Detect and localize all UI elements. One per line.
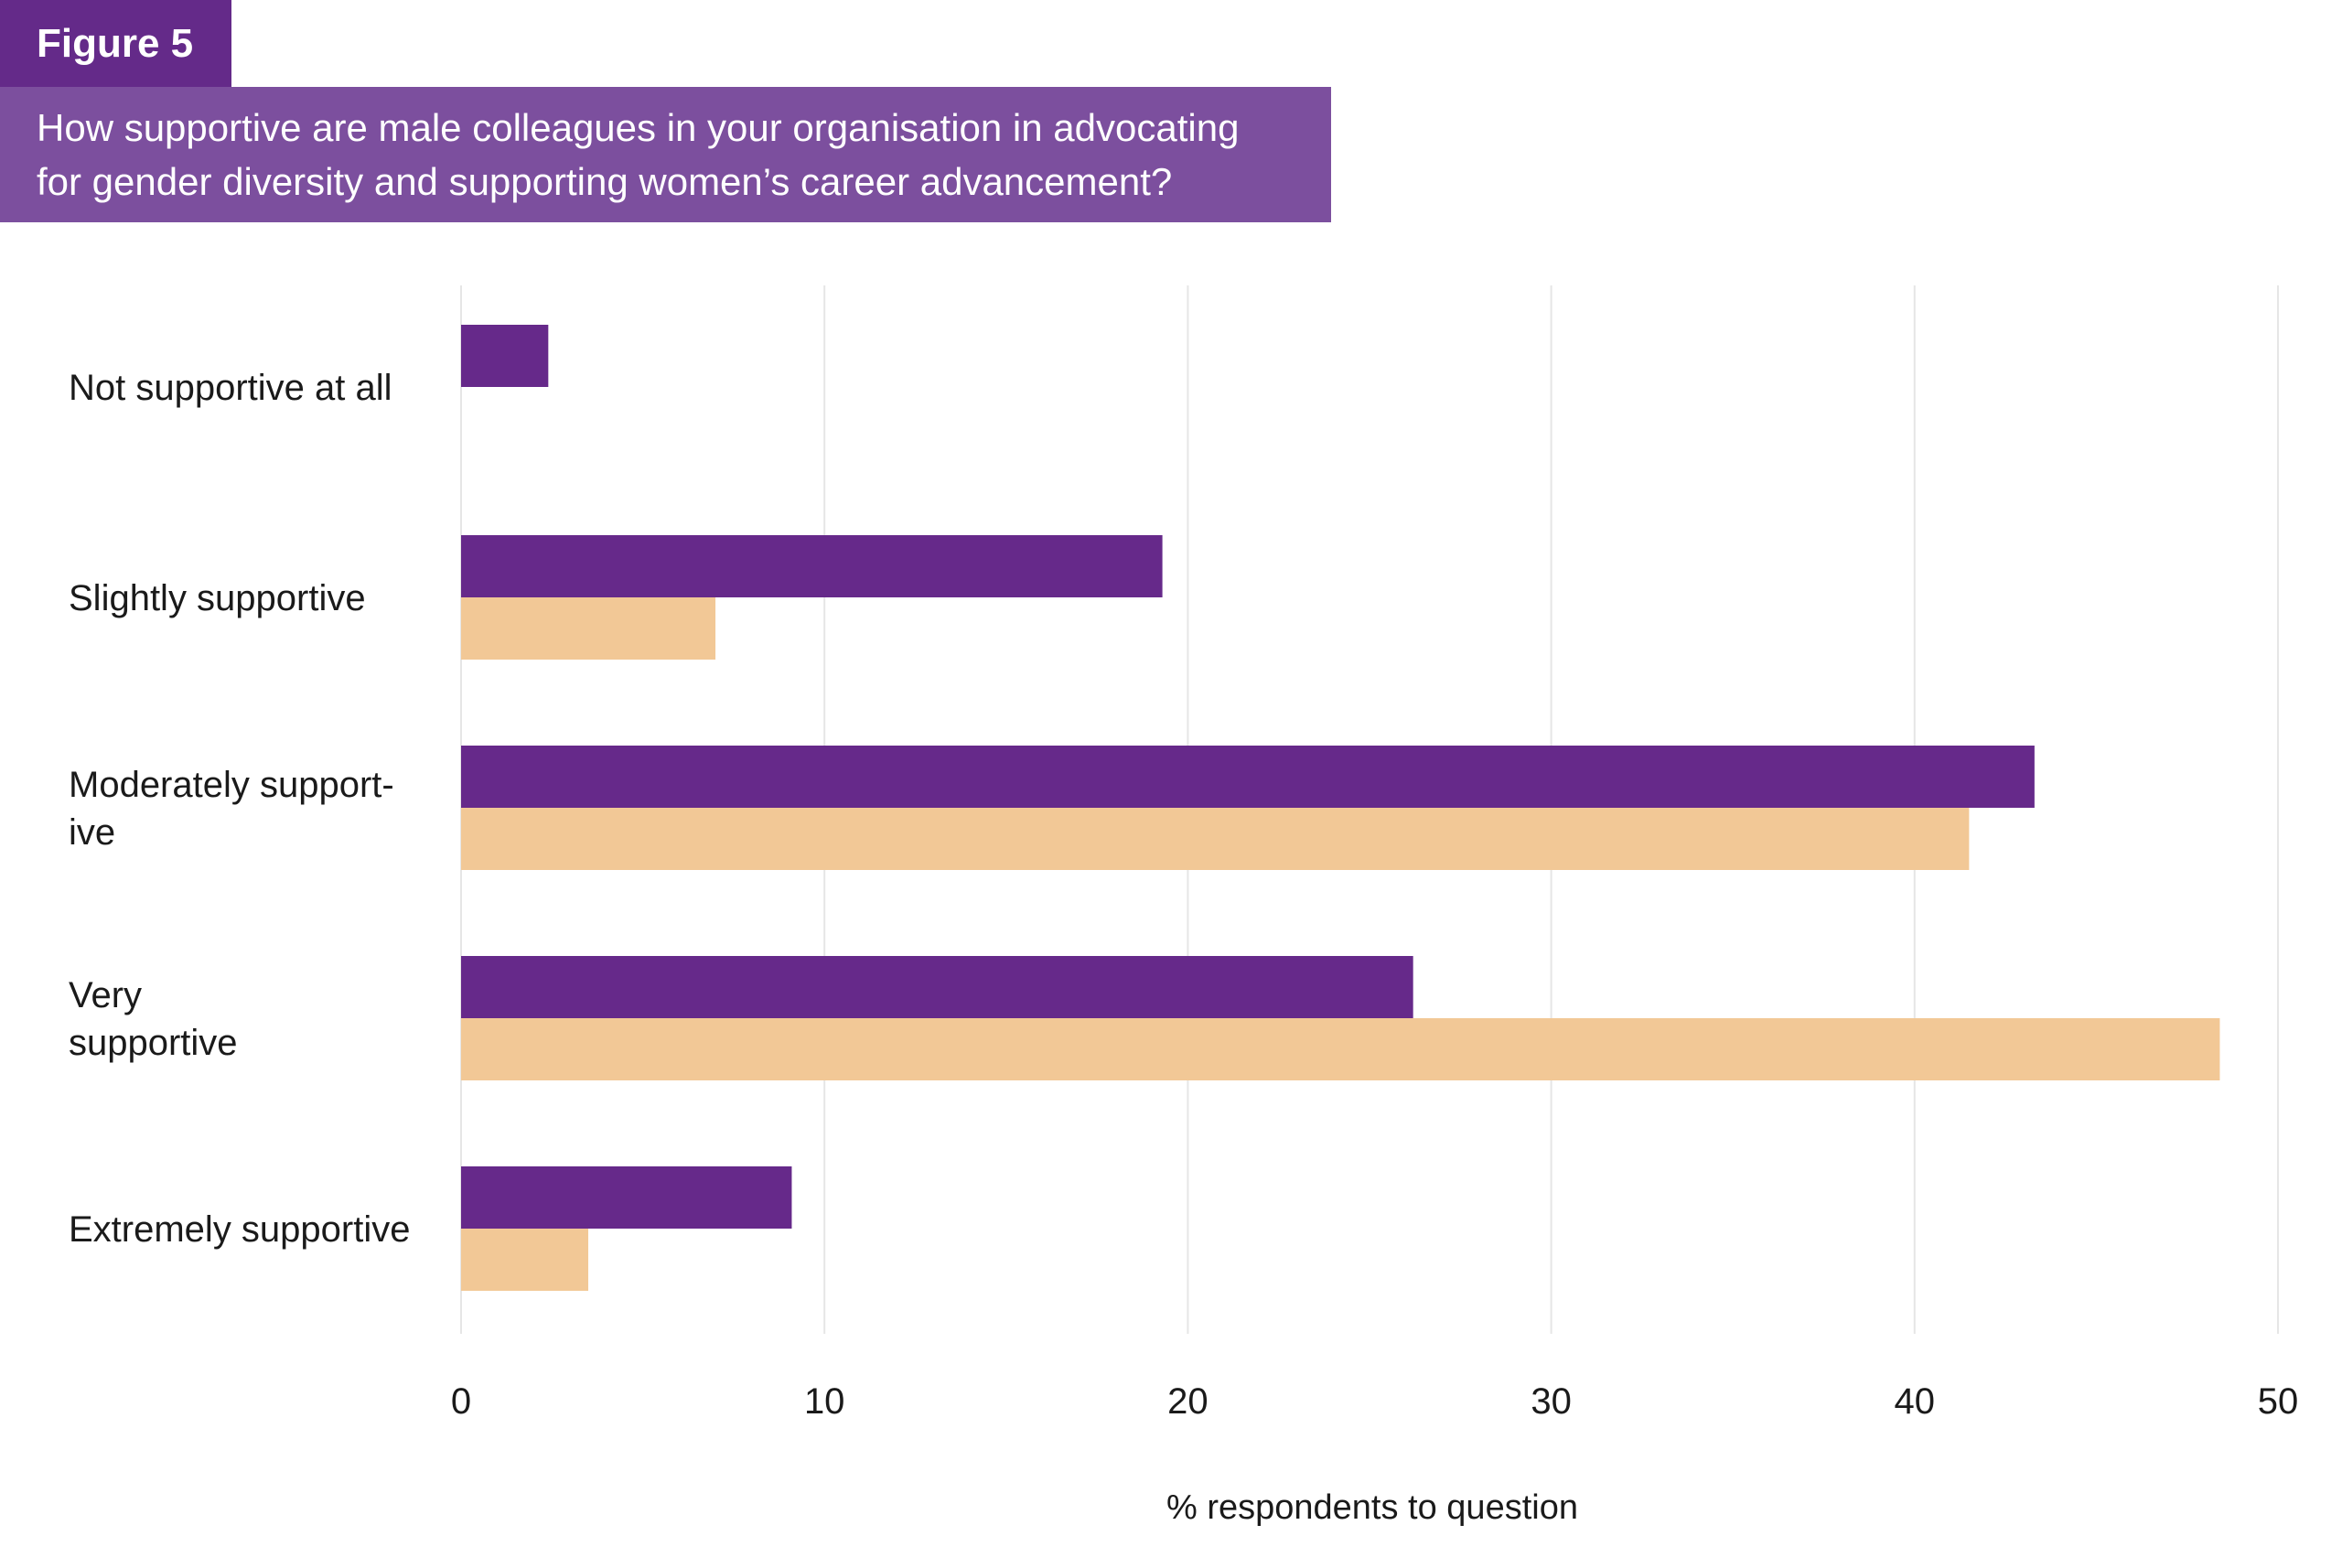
x-tick-label: 0: [451, 1381, 471, 1422]
bar-series-2-cat-4: [461, 1018, 2220, 1080]
category-labels: Not supportive at all Slightly supportive…: [69, 368, 410, 1250]
x-tick-label: 30: [1531, 1381, 1572, 1422]
figure-label: Figure 5: [0, 0, 231, 87]
bar-series-1-cat-1: [461, 325, 549, 387]
chart-title-line-2: for gender diversity and supporting wome…: [37, 160, 1173, 203]
bar-series-1-cat-5: [461, 1166, 792, 1229]
category-label: Very supportive: [69, 975, 238, 1063]
x-tick-labels: 0 10 20 30 40 50: [451, 1381, 2298, 1422]
bar-series-2-cat-5: [461, 1229, 589, 1291]
category-label: Moderately support-ive: [69, 765, 394, 853]
category-label: Extremely supportive: [69, 1209, 410, 1250]
bars: [461, 325, 2220, 1291]
bar-series-1-cat-3: [461, 746, 2035, 808]
category-label: Not supportive at all: [69, 368, 392, 408]
x-tick-label: 40: [1895, 1381, 1936, 1422]
x-axis-title: % respondents to question: [1166, 1488, 1578, 1527]
x-tick-label: 10: [804, 1381, 845, 1422]
bar-series-1-cat-2: [461, 535, 1163, 597]
bar-series-1-cat-4: [461, 956, 1413, 1018]
x-tick-label: 20: [1167, 1381, 1209, 1422]
category-label: Slightly supportive: [69, 578, 366, 618]
bar-series-2-cat-3: [461, 808, 1970, 870]
chart-title: How supportive are male colleagues in yo…: [0, 87, 1331, 222]
bar-series-2-cat-2: [461, 597, 716, 660]
x-tick-label: 50: [2258, 1381, 2299, 1422]
chart-title-line-1: How supportive are male colleagues in yo…: [37, 106, 1240, 149]
